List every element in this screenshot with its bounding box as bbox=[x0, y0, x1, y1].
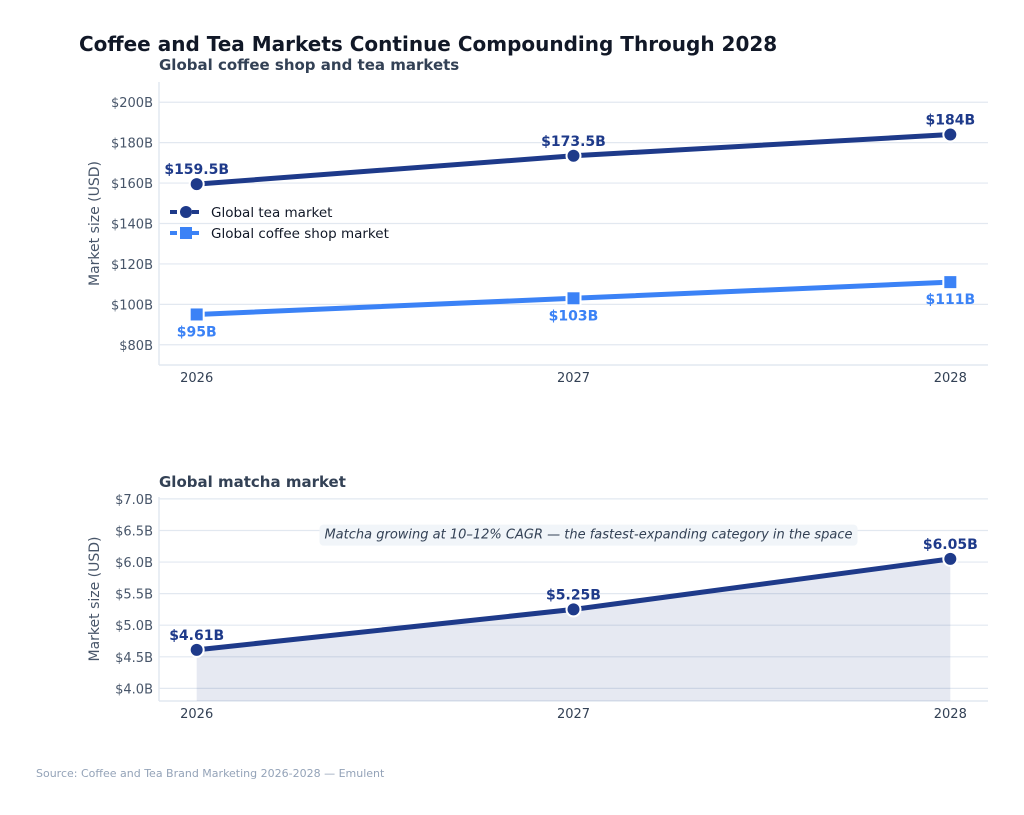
y-tick-label: $4.5B bbox=[115, 651, 153, 666]
data-label: $5.25B bbox=[546, 587, 601, 603]
y-tick-label: $160B bbox=[111, 177, 153, 192]
y-tick-label: $200B bbox=[111, 96, 153, 111]
data-point bbox=[565, 601, 582, 618]
top-chart-title: Global coffee shop and tea markets bbox=[159, 56, 460, 74]
data-point bbox=[188, 176, 205, 193]
y-tick-label: $100B bbox=[111, 298, 153, 313]
data-point bbox=[188, 641, 205, 658]
data-label: $4.61B bbox=[169, 628, 224, 644]
y-axis-label: Market size (USD) bbox=[87, 536, 103, 661]
y-tick-label: $4.0B bbox=[115, 682, 153, 697]
y-tick-label: $5.0B bbox=[115, 619, 153, 634]
data-label: $95B bbox=[177, 324, 217, 340]
x-tick-label: 2027 bbox=[557, 371, 590, 386]
area-fill bbox=[196, 558, 951, 701]
data-label: $6.05B bbox=[923, 537, 978, 553]
data-label: $184B bbox=[925, 113, 975, 129]
data-point bbox=[188, 306, 205, 323]
data-point bbox=[565, 290, 582, 307]
data-label: $103B bbox=[549, 308, 599, 324]
data-label: $111B bbox=[925, 292, 975, 308]
x-tick-label: 2027 bbox=[557, 707, 590, 722]
bottom-chart-title: Global matcha market bbox=[159, 473, 346, 491]
x-tick-label: 2028 bbox=[934, 707, 967, 722]
y-tick-label: $80B bbox=[119, 339, 153, 354]
figure-title: Coffee and Tea Markets Continue Compound… bbox=[79, 32, 778, 56]
data-label: $159.5B bbox=[164, 162, 229, 178]
x-tick-label: 2028 bbox=[934, 371, 967, 386]
data-point bbox=[565, 147, 582, 164]
y-tick-label: $5.5B bbox=[115, 588, 153, 603]
y-tick-label: $6.5B bbox=[115, 524, 153, 539]
y-tick-label: $120B bbox=[111, 258, 153, 273]
data-point bbox=[942, 550, 959, 567]
y-tick-label: $140B bbox=[111, 218, 153, 233]
source-note: Source: Coffee and Tea Brand Marketing 2… bbox=[36, 767, 385, 780]
y-axis-label: Market size (USD) bbox=[87, 161, 103, 286]
legend-circle-marker bbox=[180, 206, 192, 218]
y-tick-label: $7.0B bbox=[115, 493, 153, 508]
y-tick-label: $6.0B bbox=[115, 556, 153, 571]
data-label: $173.5B bbox=[541, 134, 606, 150]
data-point bbox=[942, 274, 959, 291]
legend-label: Global coffee shop market bbox=[211, 226, 389, 242]
legend-square-marker bbox=[180, 227, 192, 239]
annotation-box bbox=[319, 524, 858, 546]
legend-label: Global tea market bbox=[211, 205, 332, 221]
x-tick-label: 2026 bbox=[180, 371, 213, 386]
data-point bbox=[942, 126, 959, 143]
annotation-text: Matcha growing at 10–12% CAGR — the fast… bbox=[324, 528, 852, 543]
y-tick-label: $180B bbox=[111, 137, 153, 152]
x-tick-label: 2026 bbox=[180, 707, 213, 722]
